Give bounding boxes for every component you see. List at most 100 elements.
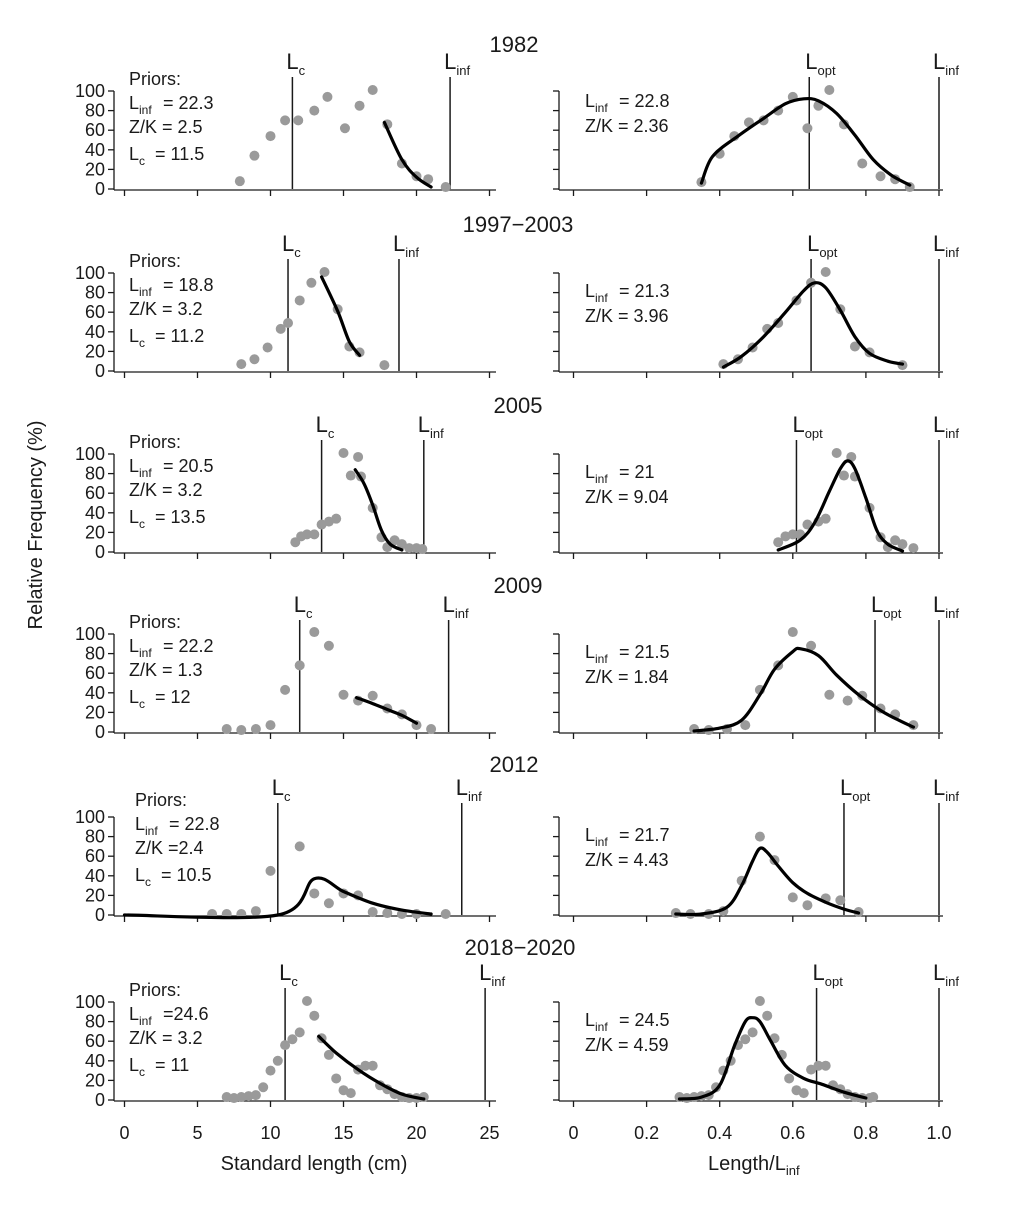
estimate-linf-main: L: [585, 642, 595, 662]
lc-label: Lc: [286, 49, 305, 78]
data-point: [331, 513, 342, 524]
estimate-linf: Linf: [585, 91, 608, 115]
y-tick-label: 60: [85, 663, 105, 683]
y-tick-label: 40: [85, 683, 105, 703]
data-point: [440, 182, 451, 193]
lopt-label-sub: opt: [819, 245, 837, 260]
prior-lc-main: L: [129, 326, 139, 346]
estimate-linf: Linf: [585, 1010, 608, 1034]
prior-linf-main: L: [129, 275, 139, 295]
prior-zk: Z/K = 3.2: [129, 299, 203, 319]
data-point: [762, 1010, 773, 1021]
lopt-label-main: L: [813, 960, 825, 985]
linf-label: Linf: [393, 231, 419, 260]
lopt-label-sub: opt: [805, 426, 823, 441]
estimate-zk: Z/K = 2.36: [585, 116, 669, 136]
linf-label-sub: inf: [455, 606, 469, 621]
data-point: [784, 1073, 795, 1084]
data-point: [367, 690, 378, 701]
data-point: [824, 85, 835, 96]
data-point: [787, 529, 798, 540]
data-point: [802, 123, 813, 134]
data-point: [323, 640, 334, 651]
estimate-zk: Z/K = 4.59: [585, 1035, 669, 1055]
prior-lc-value: = 11: [155, 1055, 189, 1075]
x-tick-label-ratio: 0.8: [853, 1123, 878, 1143]
data-point: [404, 543, 415, 554]
panel-title: 2009: [494, 573, 543, 598]
y-tick-label: 100: [75, 81, 105, 101]
data-point: [338, 448, 349, 459]
estimate-linf-value: = 21: [619, 462, 655, 482]
data-point: [849, 341, 860, 352]
data-point: [820, 267, 831, 278]
linf-label: Linf: [444, 49, 470, 78]
data-point: [787, 627, 798, 638]
y-tick-label: 40: [85, 1051, 105, 1071]
prior-lc-sub: c: [139, 154, 145, 168]
linf-label-sub: inf: [491, 974, 505, 989]
y-tick-label: 0: [95, 905, 105, 925]
priors-heading: Priors:: [129, 980, 181, 1000]
data-point: [813, 1060, 824, 1071]
y-tick-label: 80: [85, 283, 105, 303]
fit-curve: [776, 459, 905, 553]
x-axis-label-ratio-main: Length/L: [708, 1153, 786, 1175]
x-tick-label-length: 0: [119, 1123, 129, 1143]
prior-linf: Linf: [129, 636, 152, 660]
data-point: [846, 451, 857, 462]
prior-zk: Z/K =2.4: [135, 838, 204, 858]
data-point: [236, 359, 247, 370]
linf-label-main: L: [933, 592, 945, 617]
prior-zk: Z/K = 3.2: [129, 1028, 203, 1048]
data-point: [345, 470, 356, 481]
linf-label: Linf: [456, 775, 482, 804]
linf-label-main: L: [933, 775, 945, 800]
linf-label-main: L: [933, 960, 945, 985]
prior-linf-sub: inf: [139, 1014, 152, 1028]
prior-linf-main: L: [129, 1004, 139, 1024]
data-point: [806, 1064, 817, 1075]
x-axis-label-length: Standard length (cm): [221, 1153, 408, 1175]
linf-label-main: L: [443, 592, 455, 617]
y-tick-label: 0: [95, 361, 105, 381]
data-point: [265, 1065, 276, 1076]
y-tick-label: 80: [85, 101, 105, 121]
prior-lc-main: L: [135, 865, 145, 885]
data-point: [229, 1093, 239, 1104]
prior-lc-main: L: [129, 1055, 139, 1075]
prior-lc-value: = 13.5: [155, 507, 206, 527]
data-point: [309, 529, 320, 540]
data-point: [249, 150, 260, 161]
prior-lc-sub: c: [139, 697, 145, 711]
prior-linf: Linf: [135, 814, 158, 838]
data-point: [294, 1027, 305, 1038]
x-tick-label-ratio: 0.6: [780, 1123, 805, 1143]
linf-label: Linf: [479, 960, 505, 989]
data-point: [249, 354, 260, 365]
estimate-zk: Z/K = 4.43: [585, 850, 669, 870]
data-point: [747, 1027, 758, 1038]
data-point: [367, 907, 378, 918]
fit-curve: [382, 120, 433, 189]
lc-label: Lc: [282, 231, 301, 260]
linf-label-sub: inf: [945, 974, 959, 989]
prior-lc-sub: c: [145, 875, 151, 889]
prior-linf-sub: inf: [145, 824, 158, 838]
prior-lc-value: = 12: [155, 687, 191, 707]
linf-label: Linf: [933, 231, 959, 260]
data-point: [842, 695, 853, 706]
prior-linf-value: = 20.5: [163, 456, 214, 476]
data-point: [250, 1090, 261, 1101]
x-tick-label-ratio: 0.4: [707, 1123, 732, 1143]
data-point: [798, 1088, 809, 1099]
data-point: [367, 85, 378, 96]
y-tick-label: 80: [85, 464, 105, 484]
prior-linf-value: = 22.3: [163, 93, 214, 113]
